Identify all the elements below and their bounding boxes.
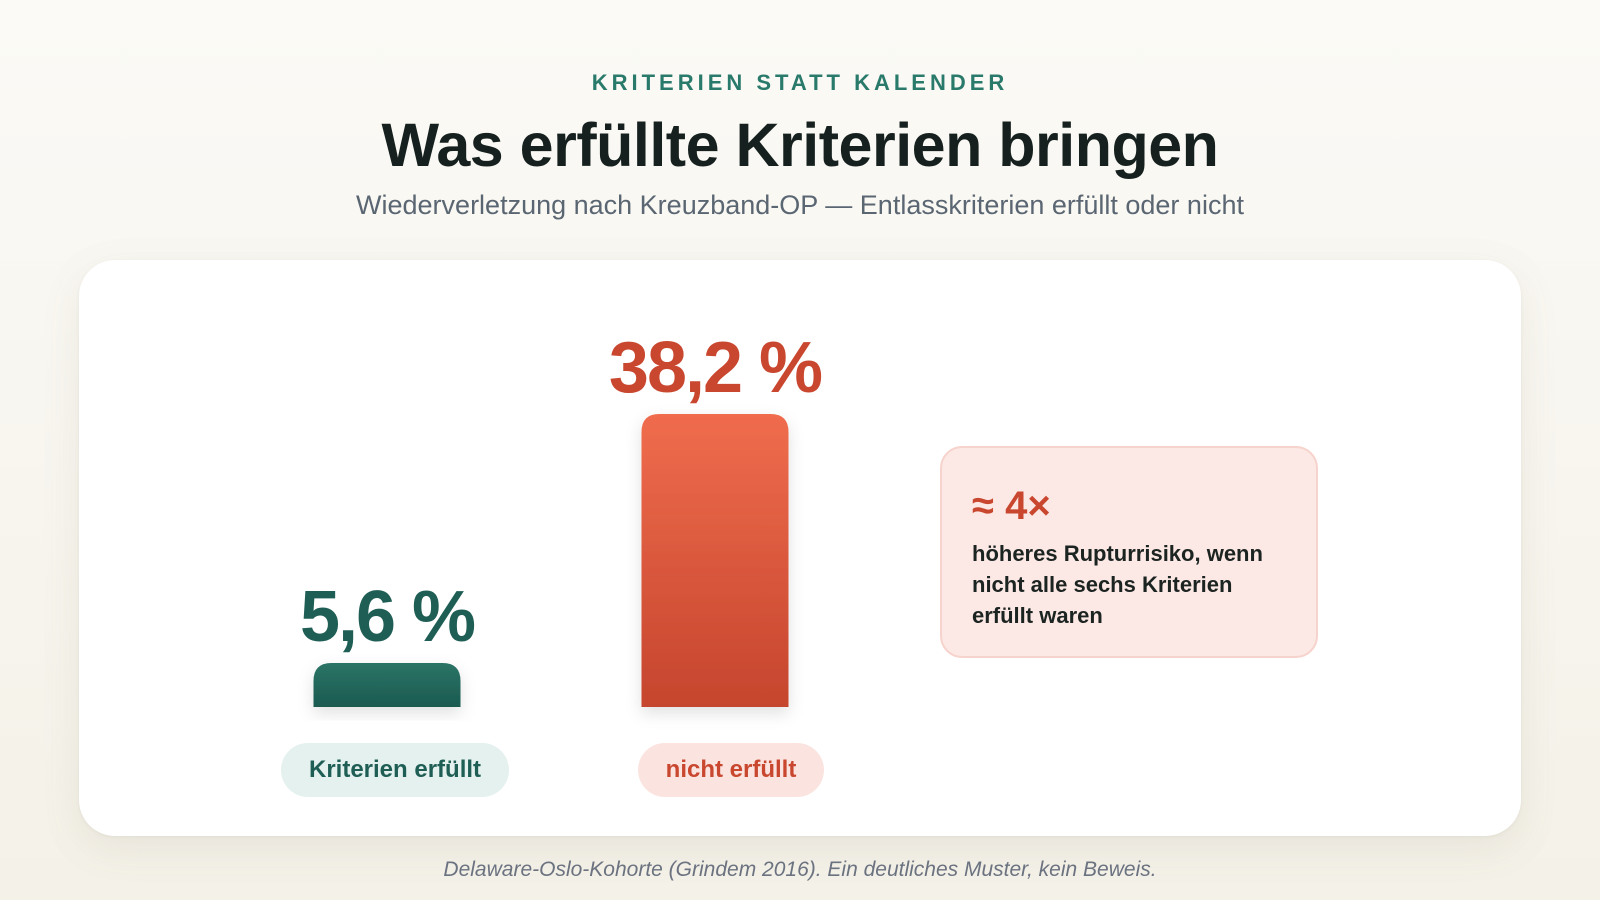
eyebrow-label: KRITERIEN STATT KALENDER [591,70,1009,95]
value-label-kriterien-erfuellt: 5,6 % [300,577,475,657]
category-label-kriterien-erfuellt: Kriterien erfüllt [281,743,509,797]
callout-factor: ≈ 4× [972,484,1051,528]
bar-nicht-erfuellt [641,414,789,707]
page-subtitle: Wiederverletzung nach Kreuzband-OP — Ent… [356,190,1244,220]
risk-callout: ≈ 4× höheres Rupturrisiko, wenn nicht al… [940,446,1318,658]
bar-kriterien-erfuellt [313,663,461,707]
callout-text: höheres Rupturrisiko, wenn nicht alle se… [972,541,1263,628]
category-label-nicht-erfuellt: nicht erfüllt [638,743,824,797]
value-label-nicht-erfuellt: 38,2 % [609,328,822,408]
bar-chart: 5,6 % 38,2 % [300,328,824,707]
chart-card: 5,6 % 38,2 % Kriterien erfüllt nicht erfü… [79,260,1521,836]
source-note: Delaware-Oslo-Kohorte (Grindem 2016). Ei… [443,858,1157,881]
page-title: Was erfüllte Kriterien bringen [381,111,1219,179]
